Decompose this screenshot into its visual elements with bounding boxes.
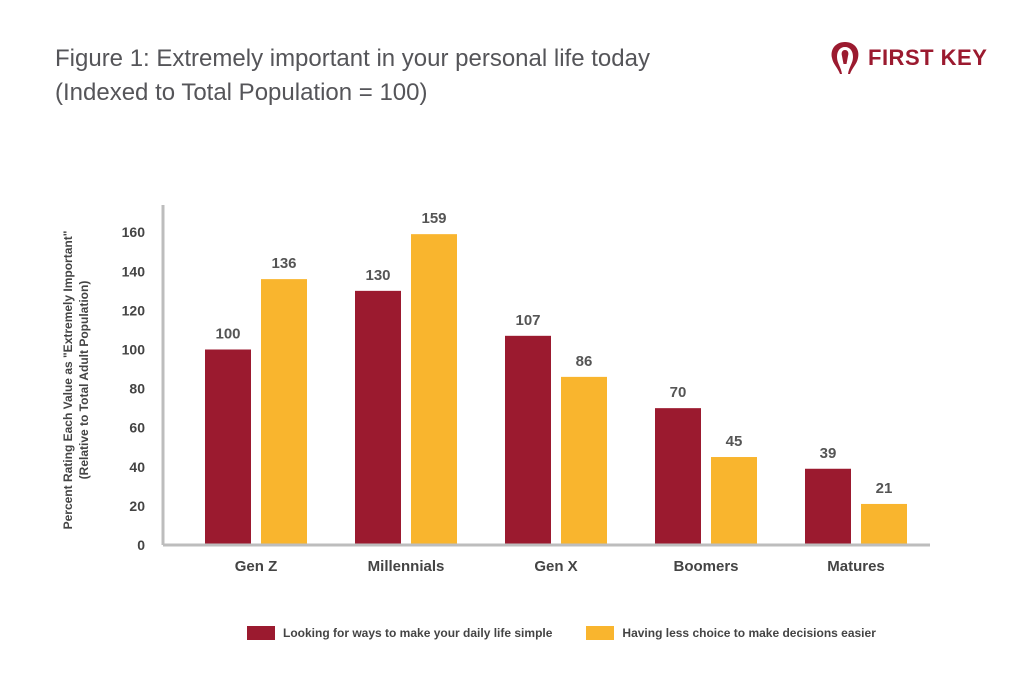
bar-less-choice — [261, 279, 307, 545]
y-axis-title-line-2: (Relative to Total Adult Population) — [77, 281, 91, 480]
keyhole-logo-icon — [831, 42, 859, 74]
brand-logo: FIRST KEY — [828, 40, 987, 76]
y-tick-label: 20 — [129, 498, 145, 514]
data-label: 130 — [365, 267, 390, 284]
data-label: 21 — [876, 480, 893, 497]
y-tick-label: 120 — [122, 302, 146, 318]
y-tick-label: 40 — [129, 459, 145, 475]
logo-text: FIRST KEY — [868, 45, 988, 70]
title-line-1: Figure 1: Extremely important in your pe… — [55, 45, 650, 72]
category-label: Boomers — [673, 558, 738, 575]
bar-simple — [655, 408, 701, 545]
bar-simple — [505, 335, 551, 545]
y-axis-title: Percent Rating Each Value as "Extremely … — [61, 231, 91, 530]
data-label: 86 — [576, 353, 593, 370]
category-label: Gen X — [534, 558, 577, 575]
data-label: 39 — [820, 445, 837, 462]
data-label: 107 — [515, 312, 540, 329]
y-tick-label: 100 — [122, 342, 146, 358]
category-label: Gen Z — [235, 558, 278, 575]
data-label: 70 — [670, 384, 687, 401]
y-tick-label: 0 — [137, 537, 145, 553]
category-label: Matures — [827, 558, 885, 575]
y-axis-title-line-1: Percent Rating Each Value as "Extremely … — [61, 231, 75, 530]
legend-item-simple: Looking for ways to make your daily life… — [247, 626, 552, 640]
legend: Looking for ways to make your daily life… — [247, 626, 910, 640]
legend-label-simple: Looking for ways to make your daily life… — [283, 626, 553, 640]
data-label: 136 — [271, 255, 296, 272]
bar-simple — [355, 290, 401, 545]
data-label: 159 — [421, 210, 446, 227]
chart-title: Figure 1: Extremely important in your pe… — [55, 42, 650, 110]
legend-label-less-choice: Having less choice to make decisions eas… — [622, 626, 876, 640]
category-label: Millennials — [368, 558, 445, 575]
legend-swatch-less-choice — [586, 626, 615, 640]
bar-less-choice — [861, 503, 907, 545]
y-tick-label: 140 — [122, 263, 146, 279]
bar-less-choice — [411, 234, 457, 545]
bar-less-choice — [711, 457, 757, 545]
data-label: 45 — [726, 433, 743, 450]
bar-less-choice — [561, 376, 607, 545]
data-label: 100 — [215, 326, 240, 343]
legend-item-less-choice: Having less choice to make decisions eas… — [586, 626, 876, 640]
y-tick-label: 60 — [129, 420, 145, 436]
y-tick-label: 80 — [129, 381, 145, 397]
title-line-2: (Indexed to Total Population = 100) — [55, 79, 428, 106]
y-tick-label: 160 — [122, 224, 146, 240]
bar-simple — [205, 349, 251, 545]
legend-swatch-simple — [247, 626, 275, 640]
bar-simple — [805, 468, 851, 545]
